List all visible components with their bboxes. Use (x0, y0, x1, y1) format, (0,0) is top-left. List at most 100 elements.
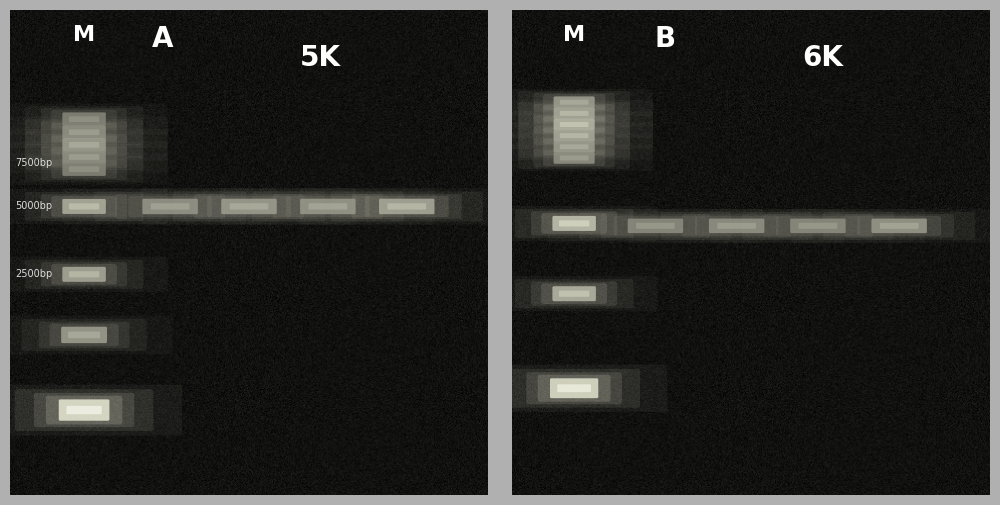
FancyBboxPatch shape (557, 384, 591, 392)
FancyBboxPatch shape (300, 198, 356, 214)
FancyBboxPatch shape (69, 142, 99, 147)
FancyBboxPatch shape (534, 115, 615, 134)
FancyBboxPatch shape (541, 213, 607, 234)
FancyBboxPatch shape (309, 204, 347, 210)
FancyBboxPatch shape (495, 122, 653, 149)
FancyBboxPatch shape (518, 125, 630, 147)
FancyBboxPatch shape (534, 148, 615, 167)
Text: 6K: 6K (802, 44, 843, 72)
FancyBboxPatch shape (709, 219, 764, 233)
FancyBboxPatch shape (857, 216, 941, 236)
FancyBboxPatch shape (387, 204, 426, 210)
FancyBboxPatch shape (543, 128, 605, 144)
FancyBboxPatch shape (742, 212, 894, 240)
FancyBboxPatch shape (560, 156, 588, 161)
FancyBboxPatch shape (69, 129, 99, 135)
FancyBboxPatch shape (0, 129, 168, 161)
FancyBboxPatch shape (62, 162, 106, 176)
FancyBboxPatch shape (41, 134, 127, 156)
FancyBboxPatch shape (69, 271, 99, 277)
FancyBboxPatch shape (495, 89, 653, 116)
FancyBboxPatch shape (508, 369, 640, 408)
FancyBboxPatch shape (69, 116, 99, 122)
FancyBboxPatch shape (629, 209, 844, 243)
FancyBboxPatch shape (21, 319, 147, 351)
FancyBboxPatch shape (62, 267, 106, 282)
FancyBboxPatch shape (51, 123, 117, 141)
FancyBboxPatch shape (220, 188, 435, 225)
FancyBboxPatch shape (554, 96, 595, 108)
FancyBboxPatch shape (0, 141, 168, 173)
FancyBboxPatch shape (230, 204, 268, 210)
FancyBboxPatch shape (0, 154, 168, 185)
FancyBboxPatch shape (495, 144, 653, 171)
FancyBboxPatch shape (554, 152, 595, 164)
FancyBboxPatch shape (41, 262, 127, 286)
FancyBboxPatch shape (534, 137, 615, 156)
FancyBboxPatch shape (534, 104, 615, 123)
FancyBboxPatch shape (68, 332, 100, 338)
FancyBboxPatch shape (207, 196, 291, 217)
FancyBboxPatch shape (531, 282, 617, 306)
FancyBboxPatch shape (51, 160, 117, 178)
FancyBboxPatch shape (0, 257, 168, 292)
FancyBboxPatch shape (41, 194, 127, 219)
FancyBboxPatch shape (0, 104, 168, 135)
FancyBboxPatch shape (518, 91, 630, 113)
FancyBboxPatch shape (25, 106, 143, 132)
FancyBboxPatch shape (0, 117, 168, 148)
FancyBboxPatch shape (526, 372, 622, 404)
FancyBboxPatch shape (69, 166, 99, 172)
FancyBboxPatch shape (790, 219, 846, 233)
FancyBboxPatch shape (636, 223, 675, 229)
Text: 5000bp: 5000bp (15, 201, 52, 212)
FancyBboxPatch shape (560, 133, 588, 138)
FancyBboxPatch shape (63, 188, 278, 225)
Text: 2500bp: 2500bp (15, 269, 52, 279)
FancyBboxPatch shape (41, 108, 127, 130)
FancyBboxPatch shape (710, 209, 925, 243)
FancyBboxPatch shape (560, 122, 588, 127)
FancyBboxPatch shape (515, 209, 633, 238)
FancyBboxPatch shape (550, 378, 598, 398)
FancyBboxPatch shape (554, 130, 595, 141)
FancyBboxPatch shape (538, 375, 611, 401)
FancyBboxPatch shape (531, 211, 617, 235)
FancyBboxPatch shape (15, 389, 153, 431)
FancyBboxPatch shape (61, 327, 107, 343)
FancyBboxPatch shape (51, 135, 117, 154)
FancyBboxPatch shape (299, 188, 514, 225)
FancyBboxPatch shape (173, 191, 325, 222)
FancyBboxPatch shape (518, 136, 630, 158)
FancyBboxPatch shape (481, 365, 667, 412)
FancyBboxPatch shape (554, 141, 595, 153)
FancyBboxPatch shape (128, 196, 212, 217)
FancyBboxPatch shape (25, 260, 143, 289)
FancyBboxPatch shape (0, 316, 173, 355)
Text: A: A (152, 25, 174, 53)
FancyBboxPatch shape (495, 111, 653, 138)
FancyBboxPatch shape (51, 264, 117, 285)
FancyBboxPatch shape (62, 125, 106, 139)
FancyBboxPatch shape (495, 133, 653, 160)
FancyBboxPatch shape (273, 194, 383, 219)
FancyBboxPatch shape (871, 219, 927, 233)
FancyBboxPatch shape (844, 214, 954, 237)
FancyBboxPatch shape (560, 99, 588, 105)
FancyBboxPatch shape (25, 192, 143, 221)
FancyBboxPatch shape (141, 188, 357, 225)
FancyBboxPatch shape (41, 158, 127, 180)
FancyBboxPatch shape (142, 198, 198, 214)
FancyBboxPatch shape (559, 290, 589, 297)
FancyBboxPatch shape (554, 108, 595, 119)
FancyBboxPatch shape (94, 191, 246, 222)
FancyBboxPatch shape (51, 110, 117, 129)
FancyBboxPatch shape (661, 212, 813, 240)
FancyBboxPatch shape (560, 111, 588, 116)
FancyBboxPatch shape (614, 216, 697, 236)
FancyBboxPatch shape (515, 279, 633, 308)
FancyBboxPatch shape (41, 121, 127, 143)
FancyBboxPatch shape (823, 212, 975, 240)
FancyBboxPatch shape (286, 196, 370, 217)
FancyBboxPatch shape (552, 286, 596, 301)
